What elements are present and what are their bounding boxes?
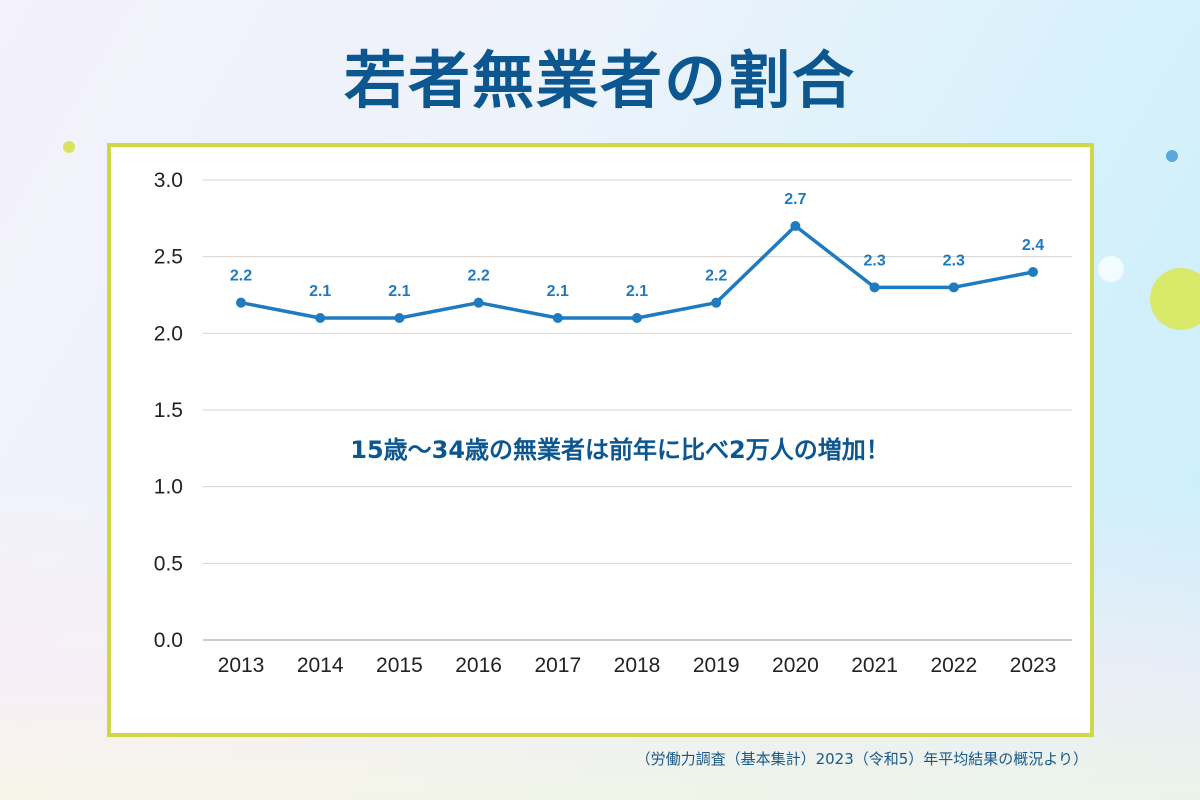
x-tick-label: 2021 — [851, 654, 898, 677]
data-point — [394, 313, 405, 323]
decor-dot — [1166, 150, 1178, 162]
x-tick-label: 2017 — [534, 654, 581, 677]
series-line — [240, 224, 1034, 320]
page-title: 若者無業者の割合 — [343, 44, 856, 117]
data-label: 2.2 — [467, 268, 489, 285]
data-label: 2.2 — [230, 268, 252, 285]
y-tick-label: 1.0 — [154, 476, 183, 499]
y-tick-label: 2.5 — [154, 246, 183, 269]
y-tick-label: 0.0 — [154, 629, 183, 652]
decor-dot — [63, 141, 75, 153]
data-point — [236, 297, 246, 308]
x-tick-label: 2023 — [1010, 654, 1057, 677]
data-label: 2.3 — [863, 252, 885, 269]
data-label: 2.1 — [309, 283, 331, 300]
data-label: 2.7 — [784, 191, 806, 208]
source-note: （労働力調査（基本集計）2023（令和5）年平均結果の概況より） — [635, 750, 1088, 768]
data-point — [552, 313, 563, 323]
data-point — [948, 282, 959, 293]
data-label: 2.1 — [626, 283, 648, 300]
x-tick-label: 2015 — [376, 654, 423, 677]
data-point — [869, 282, 880, 293]
data-label: 2.2 — [705, 268, 727, 285]
x-tick-label: 2016 — [455, 654, 502, 677]
x-tick-label: 2019 — [693, 654, 740, 677]
y-tick-label: 1.5 — [154, 399, 183, 422]
data-label: 2.1 — [388, 283, 410, 300]
data-label: 2.4 — [1022, 237, 1044, 254]
x-tick-label: 2013 — [218, 654, 265, 677]
y-tick-label: 3.0 — [154, 169, 183, 192]
x-tick-label: 2014 — [297, 654, 344, 677]
data-point — [1028, 267, 1038, 277]
y-tick-label: 0.5 — [154, 552, 183, 575]
data-point — [632, 313, 642, 323]
data-point — [711, 297, 722, 308]
data-label: 2.1 — [547, 283, 569, 300]
x-tick-label: 2022 — [930, 654, 977, 677]
chart-frame — [107, 143, 1094, 737]
x-tick-label: 2018 — [614, 654, 661, 677]
chart-annotation: 15歳〜34歳の無業者は前年に比べ2万人の増加！ — [350, 436, 890, 464]
decor-dot — [1150, 268, 1200, 330]
data-point — [315, 313, 326, 323]
data-point — [473, 297, 484, 308]
data-point — [790, 221, 801, 231]
decor-dot — [1098, 256, 1124, 282]
y-tick-label: 2.0 — [154, 322, 183, 345]
x-tick-label: 2020 — [772, 654, 819, 677]
data-label: 2.3 — [943, 252, 965, 269]
